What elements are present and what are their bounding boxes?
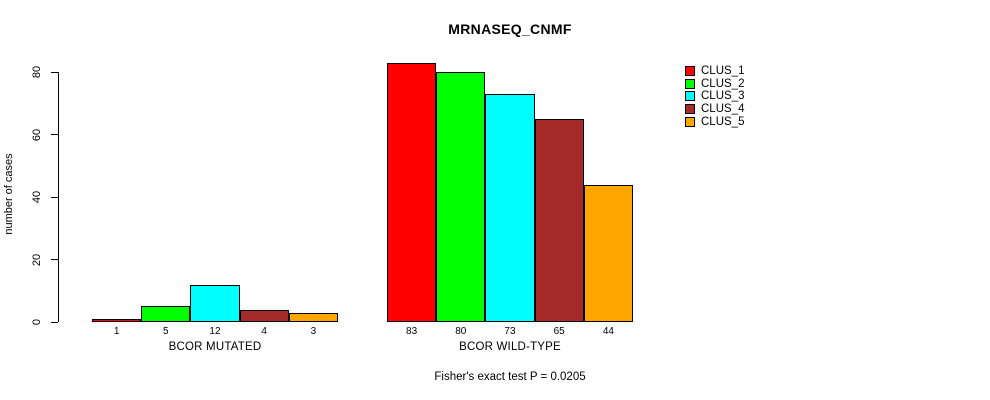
- legend-swatch-clus_2: [685, 78, 695, 89]
- y-tick-label: 60: [31, 128, 43, 141]
- bar-value-label: 5: [163, 326, 169, 337]
- bar-value-label: 83: [406, 326, 418, 337]
- legend-swatch-clus_5: [685, 116, 695, 127]
- bar-value-label: 3: [310, 326, 317, 337]
- bar-value-label: 44: [602, 326, 614, 337]
- legend-swatch-clus_1: [685, 66, 695, 76]
- y-tick-label: 80: [31, 65, 43, 79]
- bar-clus_2: [436, 72, 486, 322]
- legend-swatch-clus_4: [685, 103, 695, 114]
- bar-clus_3: [485, 93, 535, 322]
- y-tick: [51, 196, 58, 198]
- bar-clus_4: [239, 309, 289, 322]
- y-tick: [51, 259, 58, 260]
- group-label-bcor-wild-type: BCOR WILD-TYPE: [459, 341, 561, 353]
- group-label-bcor-mutated: BCOR MUTATED: [168, 341, 262, 353]
- bar-value-label: 80: [455, 326, 467, 337]
- legend-label: CLUS_4: [701, 102, 745, 115]
- y-axis-label: number of cases: [3, 153, 15, 235]
- y-tick-label: 40: [31, 190, 43, 204]
- y-tick: [51, 321, 58, 323]
- fisher-test-annotation: Fisher's exact test P = 0.0205: [434, 371, 586, 383]
- y-axis-line: [58, 72, 59, 322]
- bar-clus_3: [190, 284, 240, 322]
- legend-label: CLUS_1: [701, 65, 745, 77]
- y-tick: [51, 71, 58, 73]
- bar-value-label: 65: [553, 326, 565, 337]
- bar-clus_5: [288, 312, 338, 322]
- legend-label: CLUS_2: [701, 77, 745, 90]
- chart-title: MRNASEQ_CNMF: [448, 21, 572, 37]
- bar-value-label: 12: [209, 326, 221, 337]
- legend-label: CLUS_5: [701, 115, 745, 128]
- y-tick-label: 0: [31, 318, 43, 326]
- legend-label: CLUS_3: [701, 90, 745, 103]
- bar-clus_1: [92, 318, 142, 322]
- bar-value-label: 1: [113, 326, 120, 337]
- bar-clus_1: [387, 62, 437, 322]
- bar-clus_5: [583, 184, 633, 322]
- bar-value-label: 4: [261, 326, 267, 337]
- bar-value-label: 73: [504, 326, 516, 337]
- y-tick: [51, 134, 58, 135]
- legend-swatch-clus_3: [685, 91, 695, 102]
- bar-clus_4: [534, 118, 584, 322]
- bar-clus_2: [141, 306, 191, 322]
- y-tick-label: 20: [31, 253, 43, 266]
